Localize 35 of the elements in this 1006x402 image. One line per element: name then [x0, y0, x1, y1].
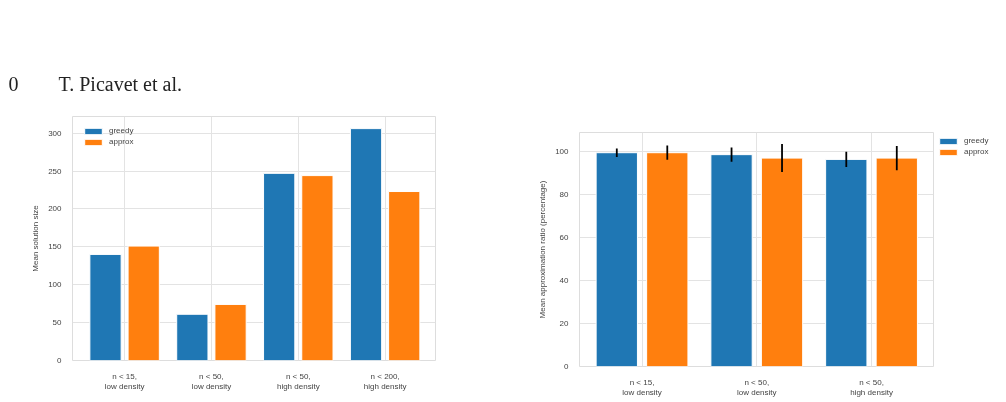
legend-label: approx	[109, 137, 134, 146]
text: 0 T. Picavet et al.	[8, 72, 182, 95]
x-tick-label: n < 15, low density	[104, 371, 145, 392]
y-tick-label: 40	[559, 275, 570, 285]
y-tick-label: 100	[555, 146, 570, 156]
y-tick-label: 50	[52, 318, 63, 328]
y-axis-title: Mean approximation ratio (percentage)	[538, 180, 548, 319]
bar	[214, 303, 247, 361]
legend-label: greedy	[964, 136, 989, 145]
bar	[89, 253, 122, 361]
x-tick-label: n < 50, high density	[276, 371, 320, 392]
x-tick-label: n < 15, low density	[622, 377, 662, 398]
x-tick-label: n < 50, low density	[737, 377, 777, 398]
x-tick-label: n < 200, high density	[363, 371, 407, 392]
y-tick-label: 20	[559, 318, 570, 328]
bar	[263, 172, 296, 361]
x-tick-label: n < 50, high density	[850, 377, 893, 398]
y-tick-label: 80	[559, 189, 570, 199]
bar	[176, 313, 209, 361]
legend-label: approx	[964, 147, 989, 156]
bar	[127, 245, 160, 361]
legend-label: greedy	[109, 126, 134, 135]
y-tick-label: 0	[564, 362, 570, 371]
x-tick-label: n < 50, low density	[191, 371, 232, 392]
y-tick-label: 200	[48, 204, 63, 214]
y-tick-label: 0	[57, 356, 63, 365]
y-tick-label: 150	[48, 242, 63, 252]
y-tick-label: 60	[559, 232, 570, 242]
y-axis-title: Mean solution size	[31, 204, 41, 272]
y-tick-label: 250	[48, 166, 63, 176]
bar	[349, 128, 383, 361]
bar	[388, 191, 421, 361]
y-tick-label: 100	[48, 280, 63, 290]
bar	[301, 175, 334, 361]
y-tick-label: 300	[48, 128, 63, 138]
